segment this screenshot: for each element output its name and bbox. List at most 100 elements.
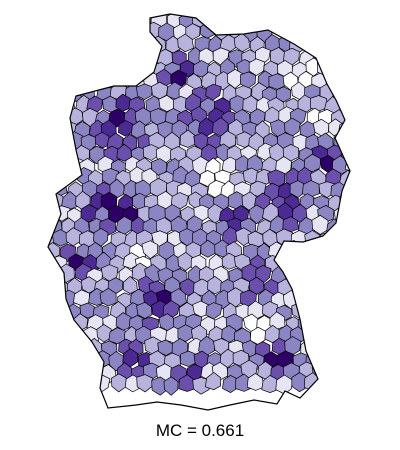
district-region — [338, 338, 350, 358]
district-region — [292, 276, 309, 294]
district-region — [340, 242, 350, 260]
district-region — [347, 179, 350, 198]
district-region — [131, 48, 148, 67]
district-region — [296, 14, 315, 19]
district-region — [111, 373, 127, 393]
district-region — [353, 312, 369, 331]
district-region — [289, 253, 307, 273]
district-region — [353, 0, 369, 16]
district-region — [290, 14, 308, 29]
district-region — [120, 57, 139, 78]
district-region — [72, 71, 90, 90]
district-region — [333, 349, 350, 370]
district-region — [340, 364, 350, 383]
district-region — [339, 192, 350, 210]
district-region — [235, 14, 251, 32]
germany-outline — [47, 13, 351, 411]
district-region — [324, 14, 341, 19]
district-region — [32, 97, 47, 112]
district-region — [121, 37, 140, 55]
district-region — [325, 290, 343, 309]
district-region — [353, 243, 369, 260]
district-region — [356, 266, 371, 285]
district-region — [48, 278, 54, 298]
district-region — [32, 167, 47, 186]
district-region — [179, 350, 197, 367]
district-region — [80, 352, 98, 371]
district-region — [64, 375, 82, 395]
district-region — [108, 327, 126, 344]
district-region — [31, 339, 46, 356]
district-region — [333, 277, 350, 296]
district-region — [326, 218, 342, 238]
district-region — [59, 14, 78, 19]
district-region — [48, 23, 62, 43]
district-region — [361, 157, 377, 174]
district-region — [48, 361, 49, 381]
district-region — [48, 169, 61, 189]
district-region — [48, 132, 54, 150]
district-region — [361, 203, 377, 222]
district-region — [347, 278, 350, 296]
district-region — [332, 303, 350, 321]
district-region — [48, 202, 55, 221]
district-region — [48, 60, 53, 79]
district-region — [304, 302, 321, 321]
district-region — [352, 24, 368, 41]
district-region — [33, 147, 47, 165]
district-region — [318, 36, 335, 54]
district-region — [48, 73, 63, 93]
district-region — [48, 364, 64, 383]
district-region — [347, 206, 350, 226]
district-region — [68, 35, 84, 53]
district-region — [311, 291, 330, 310]
district-region — [344, 14, 350, 32]
district-region — [324, 22, 342, 40]
district-region — [353, 146, 369, 161]
district-region — [31, 25, 47, 42]
district-region — [310, 313, 328, 331]
district-region — [101, 23, 120, 42]
district-region — [51, 156, 68, 176]
district-region — [99, 287, 117, 307]
district-region — [205, 83, 222, 101]
district-region — [48, 146, 63, 164]
district-region — [331, 253, 348, 271]
district-region — [206, 14, 221, 30]
district-region — [360, 256, 376, 273]
district-region — [332, 227, 350, 246]
district-region — [348, 252, 350, 271]
district-region — [240, 14, 258, 18]
district-region — [268, 14, 285, 15]
district-region — [48, 298, 58, 319]
district-region — [345, 57, 350, 77]
district-region — [361, 302, 376, 319]
district-region — [89, 49, 107, 66]
district-region — [278, 252, 296, 272]
district-region — [186, 14, 203, 15]
district-region — [256, 14, 273, 17]
district-region — [116, 143, 132, 162]
district-region — [362, 35, 378, 54]
district-region — [52, 60, 69, 81]
district-region — [48, 34, 56, 54]
district-region — [305, 276, 323, 296]
district-region — [249, 276, 265, 296]
district-region — [48, 93, 60, 114]
district-region — [48, 314, 61, 333]
district-region — [363, 183, 378, 199]
district-region — [207, 275, 224, 295]
district-region — [303, 256, 320, 275]
district-region — [50, 325, 68, 345]
district-region — [163, 376, 179, 396]
district-region — [59, 25, 76, 44]
district-region — [248, 58, 265, 77]
district-region — [48, 375, 54, 394]
district-region — [352, 94, 368, 112]
district-region — [51, 83, 69, 102]
district-region — [93, 59, 111, 78]
district-region — [48, 265, 50, 283]
district-region — [31, 243, 47, 260]
district-region — [185, 23, 201, 40]
